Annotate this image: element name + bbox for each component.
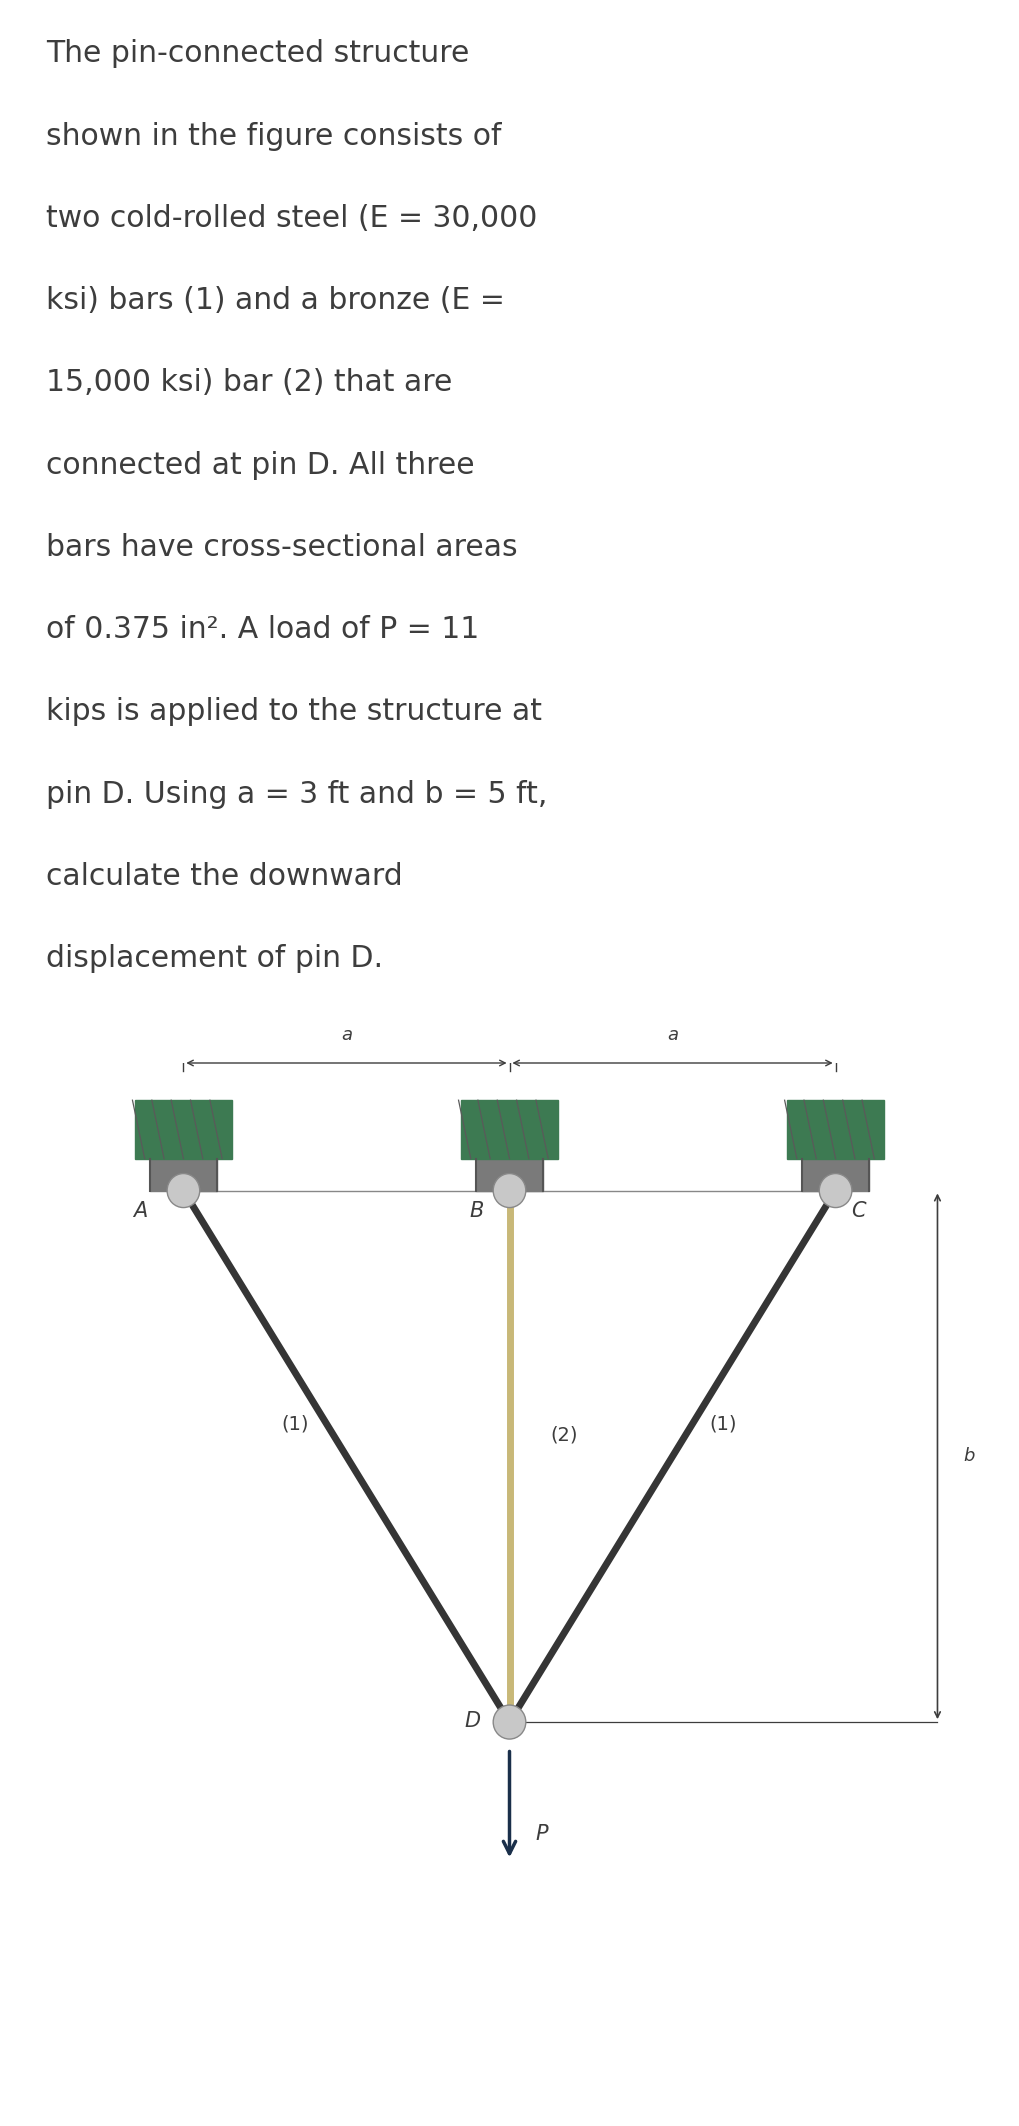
- Text: calculate the downward: calculate the downward: [46, 861, 403, 891]
- Bar: [477, 1159, 542, 1191]
- Text: connected at pin D. All three: connected at pin D. All three: [46, 451, 475, 480]
- Text: B: B: [470, 1201, 484, 1220]
- Text: P: P: [535, 1824, 547, 1843]
- Text: pin D. Using a = 3 ft and b = 5 ft,: pin D. Using a = 3 ft and b = 5 ft,: [46, 780, 547, 808]
- Text: b: b: [963, 1448, 974, 1465]
- Text: kips is applied to the structure at: kips is applied to the structure at: [46, 697, 542, 727]
- Text: a: a: [341, 1027, 352, 1044]
- Bar: [150, 1159, 216, 1191]
- Text: (1): (1): [710, 1416, 737, 1433]
- Bar: [135, 1101, 232, 1159]
- Text: ksi) bars (1) and a bronze (E =: ksi) bars (1) and a bronze (E =: [46, 287, 504, 315]
- Text: The pin-connected structure: The pin-connected structure: [46, 40, 469, 68]
- Text: (2): (2): [550, 1427, 578, 1444]
- Text: D: D: [465, 1711, 481, 1731]
- Text: of 0.375 in². A load of P = 11: of 0.375 in². A load of P = 11: [46, 614, 479, 644]
- Text: displacement of pin D.: displacement of pin D.: [46, 944, 383, 974]
- Bar: [802, 1159, 868, 1191]
- Bar: [461, 1101, 558, 1159]
- Text: bars have cross-sectional areas: bars have cross-sectional areas: [46, 534, 518, 561]
- Ellipse shape: [819, 1174, 852, 1208]
- Text: shown in the figure consists of: shown in the figure consists of: [46, 121, 501, 151]
- Text: A: A: [133, 1201, 148, 1220]
- Text: a: a: [667, 1027, 678, 1044]
- Text: two cold-rolled steel (E = 30,000: two cold-rolled steel (E = 30,000: [46, 204, 537, 234]
- Bar: [787, 1101, 883, 1159]
- Text: 15,000 ksi) bar (2) that are: 15,000 ksi) bar (2) that are: [46, 368, 452, 398]
- Ellipse shape: [167, 1174, 200, 1208]
- Text: (1): (1): [282, 1416, 309, 1433]
- Ellipse shape: [493, 1174, 526, 1208]
- Ellipse shape: [493, 1705, 526, 1739]
- Text: C: C: [851, 1201, 865, 1220]
